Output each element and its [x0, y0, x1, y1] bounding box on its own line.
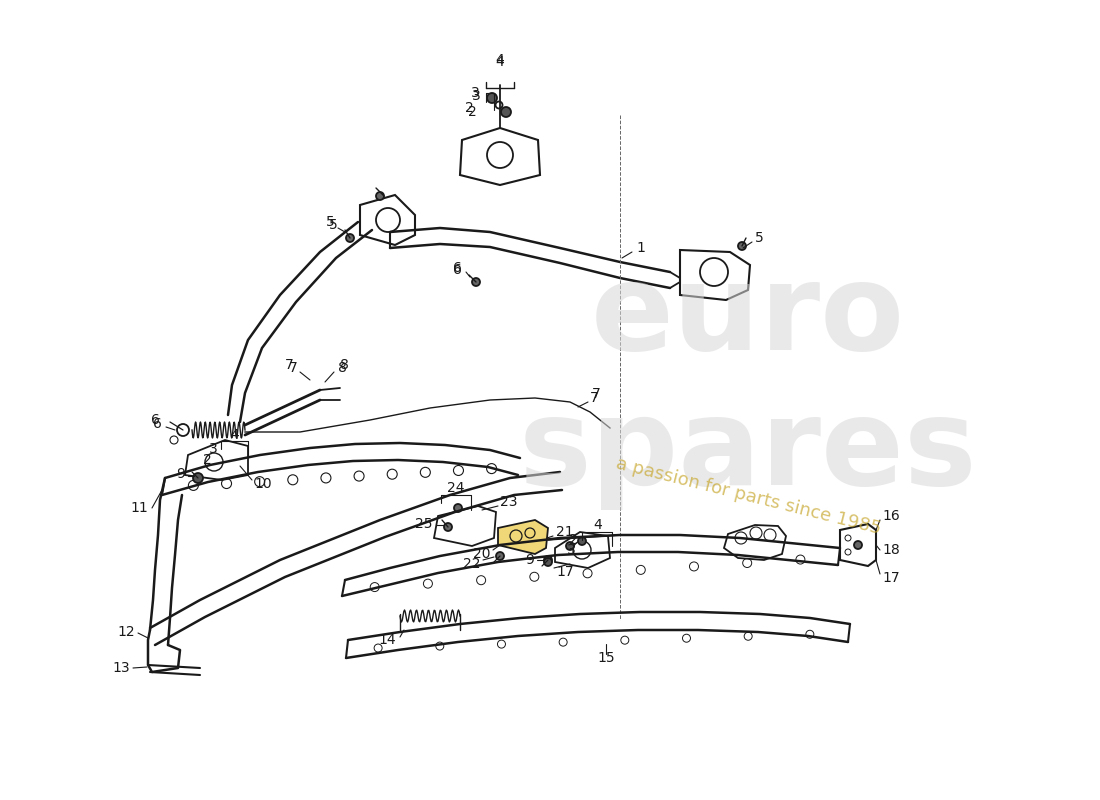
Text: 5: 5: [329, 218, 338, 232]
Text: a passion for parts since 1985: a passion for parts since 1985: [614, 454, 882, 538]
Text: 3: 3: [568, 543, 576, 557]
Circle shape: [192, 473, 204, 483]
Text: 4: 4: [231, 428, 240, 442]
Circle shape: [454, 504, 462, 512]
Text: 4: 4: [594, 518, 603, 532]
Text: 17: 17: [882, 571, 900, 585]
Text: 8: 8: [338, 361, 346, 375]
Text: 16: 16: [882, 509, 900, 523]
Text: 18: 18: [882, 543, 900, 557]
Text: 23: 23: [500, 495, 517, 509]
Polygon shape: [498, 520, 548, 554]
Text: 2: 2: [204, 453, 212, 467]
Text: euro
spares: euro spares: [519, 258, 977, 510]
Text: 2: 2: [469, 105, 477, 119]
Text: 6: 6: [153, 417, 162, 431]
Text: 7: 7: [285, 358, 294, 372]
Circle shape: [544, 556, 552, 564]
Text: 11: 11: [130, 501, 148, 515]
Text: 13: 13: [112, 661, 130, 675]
Text: 2: 2: [570, 533, 578, 547]
Text: 7: 7: [590, 391, 598, 405]
Text: 25: 25: [415, 517, 432, 531]
Circle shape: [566, 542, 574, 550]
Text: 6: 6: [453, 263, 462, 277]
Text: 21: 21: [556, 525, 573, 539]
Text: 3: 3: [209, 442, 218, 456]
Circle shape: [472, 278, 480, 286]
Circle shape: [500, 107, 512, 117]
Text: 10: 10: [254, 477, 272, 491]
Text: 20: 20: [473, 547, 490, 561]
Text: 8: 8: [340, 358, 349, 372]
Text: 6: 6: [151, 413, 160, 427]
Text: 4: 4: [496, 55, 505, 69]
Text: 3: 3: [471, 86, 480, 100]
Circle shape: [346, 234, 354, 242]
Circle shape: [444, 523, 452, 531]
Circle shape: [578, 537, 586, 545]
Circle shape: [854, 541, 862, 549]
Text: 9: 9: [176, 467, 185, 481]
Text: 5: 5: [327, 215, 336, 229]
Text: 12: 12: [118, 625, 135, 639]
Text: 4: 4: [496, 53, 505, 67]
Text: 7: 7: [592, 387, 601, 401]
Circle shape: [487, 93, 497, 103]
Text: 15: 15: [597, 651, 615, 665]
Text: 1: 1: [636, 241, 645, 255]
Text: 5: 5: [755, 231, 763, 245]
Circle shape: [738, 242, 746, 250]
Text: 7: 7: [289, 361, 298, 375]
Text: 6: 6: [453, 261, 462, 275]
Circle shape: [376, 192, 384, 200]
Text: 14: 14: [378, 633, 396, 647]
Circle shape: [544, 558, 552, 566]
Text: 22: 22: [462, 557, 480, 571]
Text: 17: 17: [556, 565, 573, 579]
Text: 24: 24: [448, 481, 464, 495]
Circle shape: [496, 552, 504, 560]
Text: 2: 2: [465, 101, 474, 115]
Text: 9: 9: [525, 553, 533, 567]
Text: 3: 3: [472, 89, 481, 103]
